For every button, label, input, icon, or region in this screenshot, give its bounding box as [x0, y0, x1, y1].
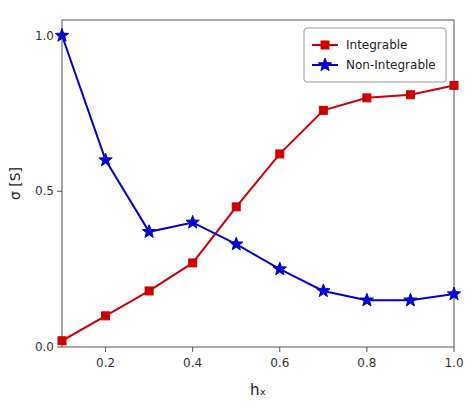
x-tick: [366, 347, 367, 352]
legend-box: [304, 28, 446, 82]
data-point: [58, 337, 66, 345]
y-tick-label: 1.0: [35, 29, 54, 43]
x-tick-label: 0.8: [357, 356, 376, 370]
legend-marker: [321, 41, 329, 49]
data-point: [447, 287, 460, 300]
data-point: [360, 293, 373, 306]
legend: Integrable Non-Integrable: [304, 28, 446, 82]
data-point: [404, 293, 417, 306]
x-tick-label: 0.2: [96, 356, 115, 370]
legend-marker: [318, 58, 331, 71]
data-point: [55, 29, 68, 42]
series-line: [62, 85, 454, 340]
plot-frame: [62, 20, 454, 347]
data-point: [276, 150, 284, 158]
markers: [55, 29, 460, 345]
data-point: [363, 94, 371, 102]
y-tick-label: 0.0: [35, 340, 54, 354]
data-point: [230, 237, 243, 250]
data-point: [142, 225, 155, 238]
chart: 0.2 0.4 0.6 0.8 1.0 0.0 0.5 1.0 hₓ σ [S] Integrabl…: [0, 0, 474, 409]
data-point: [102, 312, 110, 320]
y-tick-label: 0.5: [35, 184, 54, 198]
data-point: [273, 262, 286, 275]
data-point: [186, 215, 199, 228]
y-tick: [57, 347, 62, 348]
x-tick-label: 0.6: [270, 356, 289, 370]
data-point: [99, 153, 112, 166]
x-tick-label: 1.0: [444, 356, 463, 370]
x-tick-label: 0.4: [183, 356, 202, 370]
x-tick: [279, 347, 280, 352]
legend-label: Non-Integrable: [346, 58, 436, 72]
axes: 0.2 0.4 0.6 0.8 1.0 0.0 0.5 1.0: [35, 29, 464, 370]
legend-label: Integrable: [346, 38, 407, 52]
x-axis-label: hₓ: [250, 381, 266, 399]
y-tick: [57, 191, 62, 192]
data-point: [319, 106, 327, 114]
x-tick: [192, 347, 193, 352]
data-point: [406, 91, 414, 99]
y-axis-label: σ [S]: [7, 167, 23, 200]
data-point: [232, 203, 240, 211]
data-point: [189, 259, 197, 267]
data-point: [450, 81, 458, 89]
x-tick: [454, 347, 455, 352]
data-point: [317, 284, 330, 297]
data-point: [145, 287, 153, 295]
x-tick: [105, 347, 106, 352]
